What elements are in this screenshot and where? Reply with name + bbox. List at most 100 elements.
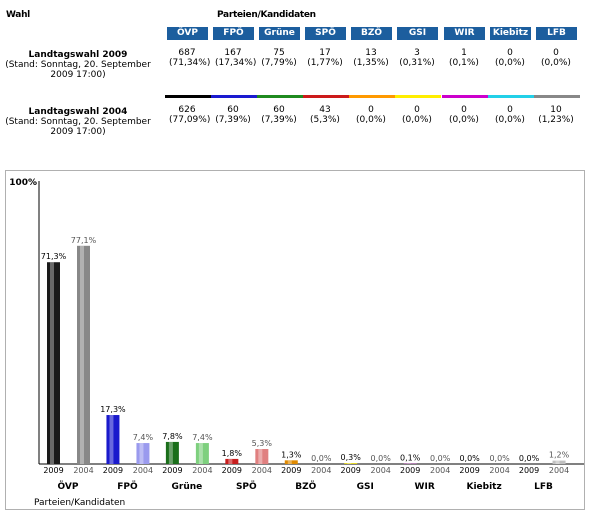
vote-cell: 60 (7,39%) [215, 105, 251, 125]
value-label: 71,3% [41, 252, 67, 261]
bar-highlight [198, 443, 203, 464]
bar-highlight [258, 449, 263, 464]
party-color-line [165, 95, 211, 98]
vote-percent: (71,34%) [169, 58, 211, 68]
vote-cell: 1 (0,1%) [446, 48, 482, 68]
vote-percent: (1,77%) [307, 58, 343, 68]
party-color-line [442, 95, 488, 98]
value-label: 77,1% [71, 236, 97, 245]
party-color-line [395, 95, 441, 98]
party-header-4: BZÖ [351, 27, 392, 40]
year-label: 2004 [371, 466, 391, 475]
party-color-line [488, 95, 534, 98]
vote-cell: 167 (17,34%) [215, 48, 257, 68]
bar-highlight [168, 441, 173, 464]
year-label: 2009 [519, 466, 539, 475]
value-label: 0,1% [400, 454, 421, 463]
vote-count: 43 [319, 105, 331, 115]
bar-2009-4 [284, 460, 298, 464]
vote-count: 17 [319, 48, 331, 58]
category-label-1: FPÖ [117, 481, 138, 492]
vote-cell: 0 (0,0%) [446, 105, 482, 125]
vote-count: 167 [224, 48, 242, 58]
vote-percent: (17,34%) [215, 58, 257, 68]
year-label: 2009 [103, 466, 123, 475]
party-color-line [349, 95, 395, 98]
category-label-2: Grüne [172, 482, 203, 492]
bar-highlight [139, 443, 144, 464]
row-title: Landtagswahl 2004 [28, 107, 128, 117]
bar-2009-2 [165, 441, 179, 464]
parties-header: Parteien/Kandidaten [217, 10, 316, 20]
wahl-header: Wahl [6, 10, 30, 20]
party-header-2: Grüne [259, 27, 300, 40]
vote-count: 687 [178, 48, 196, 58]
year-label: 2009 [281, 466, 301, 475]
category-label-7: Kiebitz [466, 482, 501, 492]
vote-count: 3 [414, 48, 420, 58]
vote-percent: (1,35%) [353, 58, 389, 68]
year-label: 2009 [162, 466, 182, 475]
vote-cell: 10 (1,23%) [538, 105, 574, 125]
vote-count: 0 [461, 105, 467, 115]
vote-count: 10 [550, 105, 562, 115]
bar-2004-1 [136, 443, 150, 464]
value-label: 0,0% [371, 454, 392, 463]
category-label-0: ÖVP [58, 481, 79, 492]
value-label: 17,3% [100, 405, 126, 414]
value-label: 0,0% [459, 454, 480, 463]
vote-count: 75 [273, 48, 285, 58]
value-label: 0,0% [311, 454, 332, 463]
bar-2009-1 [106, 415, 120, 464]
vote-percent: (0,0%) [495, 58, 525, 68]
vote-cell: 75 (7,79%) [261, 48, 297, 68]
vote-count: 60 [227, 105, 239, 115]
vote-cell: 0 (0,0%) [492, 48, 528, 68]
y-axis-max-label: 100% [9, 178, 37, 188]
party-color-line [211, 95, 257, 98]
vote-percent: (7,39%) [261, 115, 297, 125]
bar-2004-3 [255, 449, 269, 464]
party-header-7: Kiebitz [490, 27, 531, 40]
vote-cell: 626 (77,09%) [169, 105, 210, 125]
vote-percent: (0,0%) [495, 115, 525, 125]
vote-cell: 0 (0,0%) [399, 105, 435, 125]
bar-2009-0 [47, 262, 60, 464]
bar-highlight [109, 415, 114, 464]
vote-count: 0 [368, 105, 374, 115]
party-header-3: SPÖ [305, 27, 346, 40]
vote-percent: (7,39%) [215, 115, 251, 125]
year-label: 2009 [222, 466, 242, 475]
party-header-1: FPÖ [213, 27, 254, 40]
x-axis-title: Parteien/Kandidaten [34, 498, 125, 508]
bar-highlight [287, 460, 292, 464]
vote-count: 1 [461, 48, 467, 58]
party-header-0: ÖVP [167, 27, 208, 40]
year-label: 2009 [459, 466, 479, 475]
vote-percent: (1,23%) [538, 115, 574, 125]
year-label: 2004 [430, 466, 450, 475]
vote-count: 0 [507, 48, 513, 58]
year-label: 2004 [133, 466, 153, 475]
vote-percent: (0,0%) [541, 58, 571, 68]
vote-percent: (0,0%) [402, 115, 432, 125]
vote-cell: 60 (7,39%) [261, 105, 297, 125]
bar-highlight [80, 245, 84, 464]
bar-chart: 100% 71,3% 2009 77,1% 2004 ÖVP 17,3% 2009 7,4% 20… [9, 178, 584, 508]
party-header-6: WIR [444, 27, 485, 40]
year-label: 2004 [192, 466, 212, 475]
row-title: Landtagswahl 2009 [28, 50, 128, 60]
bar-highlight [555, 460, 560, 464]
vote-count: 0 [553, 48, 559, 58]
party-color-line [257, 95, 303, 98]
vote-count: 13 [365, 48, 377, 58]
category-label-8: LFB [534, 482, 553, 492]
vote-cell: 43 (5,3%) [307, 105, 343, 125]
bar-2009-3 [225, 458, 239, 464]
year-label: 2009 [341, 466, 361, 475]
row-stand: (Stand: Sonntag, 20. September 2009 17:0… [5, 60, 151, 80]
category-label-4: BZÖ [295, 481, 316, 492]
bar-2004-2 [195, 443, 209, 464]
vote-count: 626 [178, 105, 196, 115]
value-label: 1,3% [281, 450, 302, 459]
